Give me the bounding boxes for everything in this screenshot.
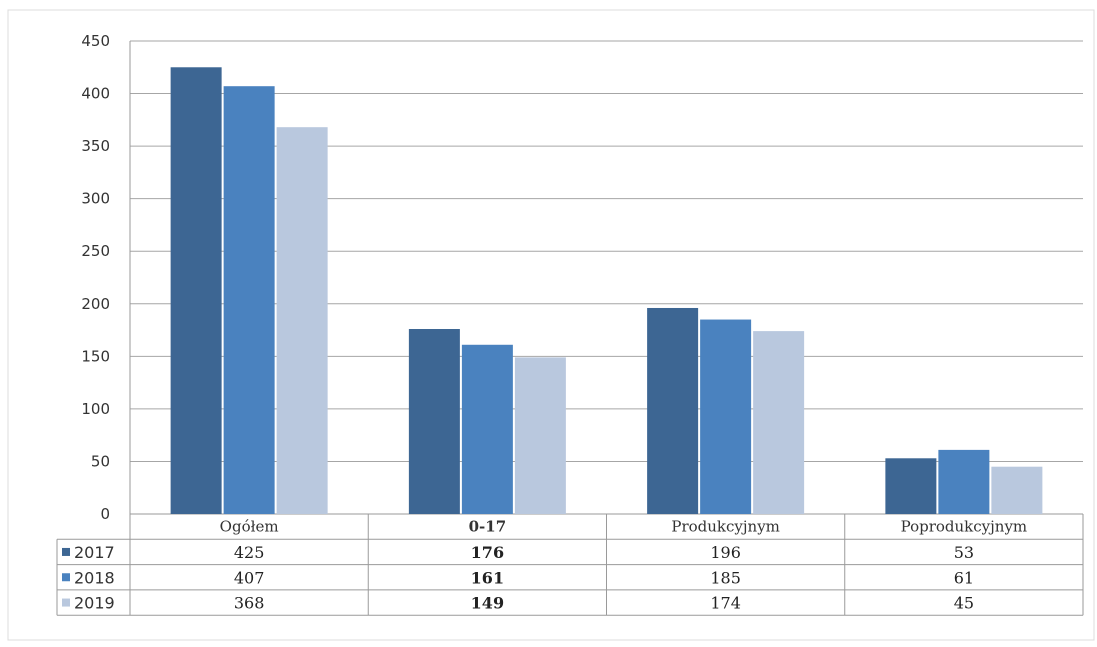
legend-label: 2018	[74, 568, 115, 587]
data-label: 149	[471, 594, 504, 613]
bar-2019-0	[276, 127, 328, 515]
bar-2019-3	[991, 466, 1043, 514]
bar-2019-1	[514, 357, 566, 514]
data-label: 53	[954, 543, 974, 562]
y-tick-label: 350	[81, 137, 110, 155]
legend-key-2018	[62, 573, 70, 582]
bar-2017-3	[885, 458, 937, 514]
y-tick-label: 400	[81, 85, 110, 103]
data-label: 196	[710, 543, 741, 562]
bar-2018-0	[223, 86, 275, 514]
bar-2019-2	[753, 331, 805, 514]
bar-2018-1	[461, 344, 513, 514]
legend-label: 2017	[74, 543, 115, 562]
data-label: 174	[710, 594, 741, 613]
category-label: Ogółem	[220, 518, 279, 536]
data-label: 185	[710, 568, 741, 587]
category-label: Poprodukcyjnym	[901, 518, 1028, 536]
data-label: 368	[234, 594, 265, 613]
bar-2017-1	[408, 329, 460, 514]
y-axis-ticks: 0 50 100 150 200 250 300 350 400 450	[81, 32, 110, 523]
data-table: Ogółem 0-17 Produkcyjnym Poprodukcyjnym 2017…	[56, 514, 1084, 616]
y-tick-label: 300	[81, 190, 110, 208]
y-tick-label: 100	[81, 400, 110, 418]
y-tick-label: 450	[81, 32, 110, 50]
y-tick-label: 250	[81, 242, 110, 260]
bar-2018-2	[700, 319, 752, 514]
legend-key-2017	[62, 547, 70, 556]
bar-2017-0	[170, 67, 222, 515]
legend-label: 2019	[74, 594, 115, 613]
data-label: 45	[954, 594, 974, 613]
y-tick-label: 200	[81, 295, 110, 313]
data-label: 161	[471, 568, 504, 587]
bar-2017-2	[647, 307, 699, 514]
legend-key-2019	[62, 598, 70, 607]
data-label: 61	[954, 568, 974, 587]
data-label: 425	[234, 543, 265, 562]
category-label: Produkcyjnym	[671, 518, 780, 536]
bar-2018-3	[938, 449, 990, 514]
y-tick-label: 0	[100, 505, 110, 523]
y-tick-label: 50	[91, 452, 110, 470]
chart-frame	[7, 9, 1095, 641]
data-label: 176	[471, 543, 504, 562]
bars	[170, 67, 1043, 515]
category-label: 0-17	[469, 518, 507, 536]
data-label: 407	[234, 568, 265, 587]
y-tick-label: 150	[81, 347, 110, 365]
